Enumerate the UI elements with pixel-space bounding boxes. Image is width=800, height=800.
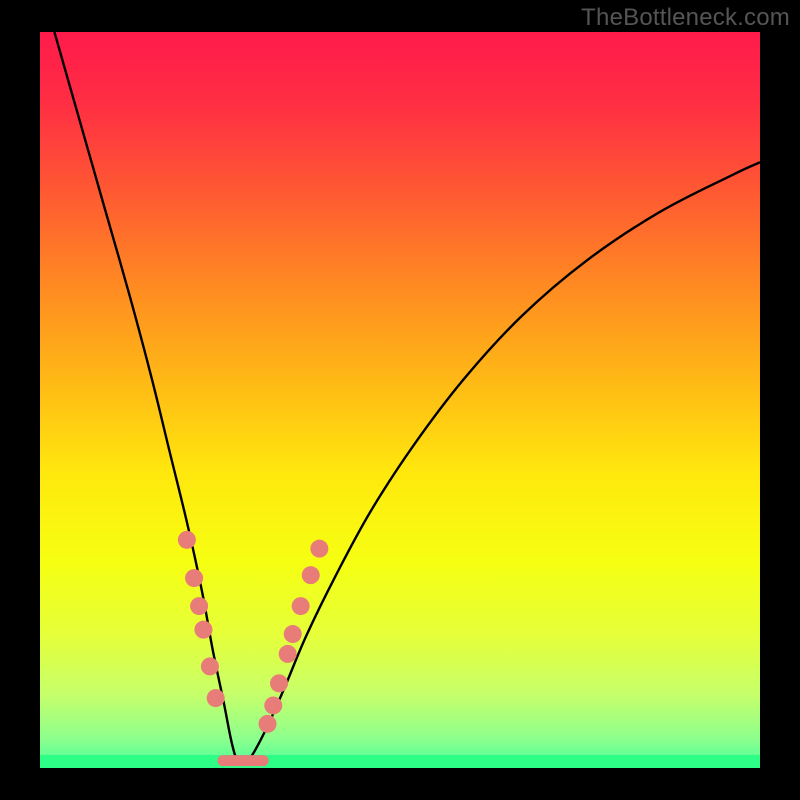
marker-dot [302, 566, 320, 584]
marker-dot [279, 645, 297, 663]
marker-dot [284, 625, 302, 643]
marker-dot [178, 531, 196, 549]
watermark-text: TheBottleneck.com [581, 4, 790, 32]
marker-dot [190, 597, 208, 615]
stage: TheBottleneck.com [0, 0, 800, 800]
marker-dot [292, 597, 310, 615]
marker-dot [270, 674, 288, 692]
marker-dot [310, 540, 328, 558]
marker-dot [201, 657, 219, 675]
plot-background-gradient [40, 32, 760, 768]
marker-dot [194, 621, 212, 639]
marker-dot [264, 696, 282, 714]
marker-dot [259, 715, 277, 733]
plot-floor-band [40, 755, 760, 768]
marker-dot [207, 689, 225, 707]
marker-dot [185, 569, 203, 587]
chart-canvas [0, 0, 800, 800]
